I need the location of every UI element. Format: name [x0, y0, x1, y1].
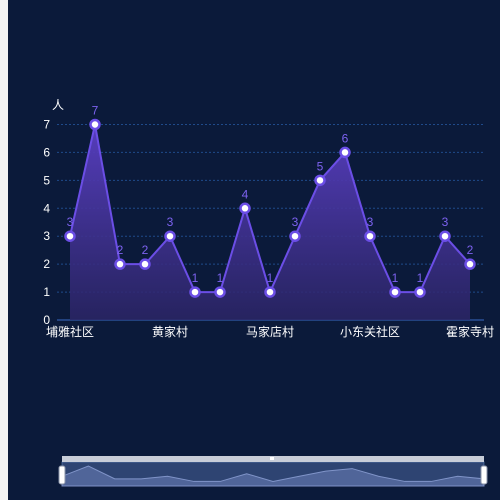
data-label: 3 — [67, 215, 74, 229]
data-point[interactable] — [314, 174, 326, 187]
y-tick-label: 4 — [43, 201, 50, 215]
data-point[interactable] — [164, 230, 176, 242]
data-point[interactable] — [389, 286, 401, 298]
y-tick-label: 3 — [43, 229, 50, 243]
x-tick-label: 霍家寺村 — [446, 324, 494, 339]
y-tick-label: 7 — [43, 118, 50, 132]
datazoom-right-handle[interactable] — [480, 465, 488, 485]
data-label: 1 — [267, 271, 274, 285]
data-label: 1 — [192, 271, 199, 285]
y-tick-label: 2 — [43, 257, 50, 271]
data-label: 7 — [92, 104, 99, 118]
data-point[interactable] — [139, 258, 151, 270]
data-point[interactable] — [289, 230, 301, 242]
x-tick-label: 埔雅社区 — [46, 324, 94, 339]
datazoom-grip-icon — [270, 457, 274, 460]
data-point[interactable] — [264, 286, 276, 298]
datazoom-selection[interactable] — [62, 462, 484, 486]
y-tick-label: 5 — [43, 173, 50, 187]
data-label: 3 — [442, 215, 449, 229]
data-label: 3 — [167, 215, 174, 229]
data-point[interactable] — [239, 202, 251, 215]
x-tick-label: 马家店村 — [246, 324, 294, 339]
data-point[interactable] — [189, 286, 201, 298]
data-label: 2 — [142, 243, 149, 257]
data-point[interactable] — [89, 118, 101, 131]
data-label: 3 — [367, 215, 374, 229]
data-label: 2 — [117, 243, 124, 257]
data-label: 2 — [467, 243, 474, 257]
y-tick-label: 1 — [43, 285, 50, 299]
data-point[interactable] — [64, 230, 76, 242]
x-tick-label: 小东关社区 — [340, 324, 400, 339]
data-label: 6 — [342, 131, 349, 145]
data-label: 3 — [292, 215, 299, 229]
x-tick-label: 黄家村 — [152, 324, 188, 339]
y-tick-label: 6 — [43, 145, 50, 159]
data-point[interactable] — [214, 286, 226, 298]
data-point[interactable] — [464, 258, 476, 270]
data-label: 5 — [317, 159, 324, 173]
data-point[interactable] — [364, 230, 376, 242]
data-label: 1 — [217, 271, 224, 285]
data-label: 1 — [417, 271, 424, 285]
series-area — [70, 124, 470, 320]
data-point[interactable] — [339, 146, 351, 159]
data-point[interactable] — [114, 258, 126, 270]
data-point[interactable] — [414, 286, 426, 298]
datazoom-left-handle[interactable] — [58, 465, 66, 485]
y-axis-unit-label: 人 — [52, 98, 65, 112]
data-point[interactable] — [439, 230, 451, 242]
data-label: 4 — [242, 187, 249, 201]
y-tick-label: 0 — [43, 313, 50, 327]
datazoom-preview — [61, 465, 485, 487]
data-label: 1 — [392, 271, 399, 285]
